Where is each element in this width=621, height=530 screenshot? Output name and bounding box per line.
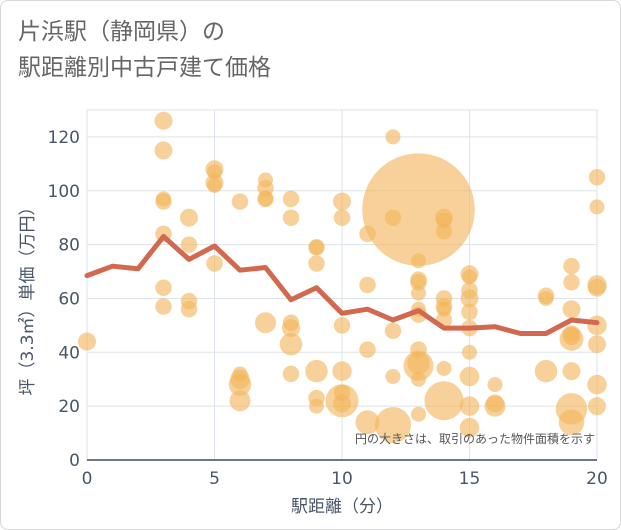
bubble-point (154, 111, 173, 130)
bubble-point (333, 394, 351, 413)
bubble-point (155, 193, 172, 210)
bubble-point (411, 371, 426, 387)
bubble-point (228, 373, 252, 396)
bubble-point (538, 290, 554, 306)
y-tick-label: 80 (58, 236, 80, 256)
bubble-point (410, 274, 427, 291)
bubble-point (384, 322, 402, 340)
bubble-point (332, 361, 352, 381)
y-tick-label: 40 (58, 343, 80, 363)
bubble-point (78, 332, 96, 351)
bubble-point (462, 344, 477, 360)
title-line-1: 片浜駅（静岡県）の (18, 19, 225, 45)
bubble-point (589, 199, 605, 215)
bubble-point (308, 255, 325, 272)
bubble-point (534, 359, 558, 383)
avg-line-layer (84, 234, 600, 336)
bubble-point (180, 300, 198, 318)
bubble-point (359, 276, 376, 294)
bubble-point (362, 153, 475, 266)
y-tick-label: 0 (69, 451, 80, 471)
bubble-point (282, 365, 300, 383)
y-tick-label: 100 (48, 182, 80, 202)
bubble-point (255, 312, 276, 334)
bubble-point (461, 303, 478, 321)
bubble-point (459, 366, 480, 387)
bubble-point (333, 192, 351, 211)
bubble-point (424, 381, 464, 421)
bubble-point (305, 359, 328, 383)
bubble-point (282, 319, 300, 338)
bubble-point (587, 315, 607, 336)
bubble-point (355, 410, 380, 435)
bubble-point (206, 255, 223, 272)
bubble-point (487, 377, 503, 393)
y-axis-title: 坪（3.3㎡）単価（万円） (18, 198, 38, 395)
bubble-point (258, 191, 273, 207)
bubble-point (155, 279, 172, 296)
bubble-point (588, 335, 606, 354)
y-tick-label: 120 (48, 128, 80, 148)
bubble-point (411, 285, 426, 301)
y-tick-label: 60 (58, 289, 80, 309)
bubble-point (460, 289, 479, 308)
bubble-point (309, 398, 324, 414)
avg-price-line (84, 234, 600, 336)
bubble-point (459, 396, 480, 416)
bubble-point (282, 209, 300, 226)
bubble-point (559, 326, 584, 351)
bubble-point (558, 409, 585, 436)
bubble-point (411, 253, 426, 269)
bubble-point (309, 239, 324, 255)
bubble-point (180, 208, 198, 227)
x-tick-label: 15 (459, 469, 481, 489)
bubble-point (587, 374, 607, 395)
bubble-point (459, 417, 480, 438)
bubbles (78, 111, 607, 443)
bubble-point (563, 257, 580, 275)
bubble-point (563, 274, 580, 291)
bubble-point (279, 332, 303, 356)
bubble-point (588, 278, 606, 297)
x-tick-label: 0 (82, 469, 93, 489)
bubble-point (282, 190, 300, 208)
bubble-point (385, 129, 401, 145)
bubble-point (333, 209, 351, 226)
bubble-point (154, 141, 173, 160)
x-tick-label: 10 (331, 469, 353, 489)
bubble-point (359, 341, 376, 358)
bubble-point (155, 298, 172, 315)
bubble-point (562, 300, 581, 319)
bubble-point (562, 362, 581, 381)
bubble-point (484, 395, 506, 417)
bubble-point (411, 406, 426, 422)
x-tick-label: 20 (586, 469, 608, 489)
bubble-point (231, 193, 249, 210)
bubble-point (333, 317, 351, 334)
x-axis-title: 駅距離（分） (291, 497, 393, 517)
size-note: 円の大きさは、取引のあった物件面積を示す (355, 431, 595, 446)
bubble-point (588, 169, 606, 186)
bubble-point (435, 222, 453, 240)
x-tick-label: 5 (209, 469, 220, 489)
bubble-point (207, 177, 222, 193)
bubble-point (403, 350, 434, 381)
chart-title: 片浜駅（静岡県）の 駅距離別中古戸建て価格 (18, 14, 271, 86)
axes: 0 20 40 60 80 100 120 0 5 10 15 20 (48, 128, 608, 489)
bubble-point (588, 397, 606, 416)
bubble-point (229, 390, 251, 412)
title-line-2: 駅距離別中古戸建て価格 (18, 55, 271, 81)
y-tick-label: 20 (58, 397, 80, 417)
bubble-point (385, 369, 401, 385)
bubble-point (375, 407, 411, 443)
bubble-point (180, 236, 198, 253)
bubble-point (436, 360, 452, 376)
bubble-point (462, 269, 477, 285)
